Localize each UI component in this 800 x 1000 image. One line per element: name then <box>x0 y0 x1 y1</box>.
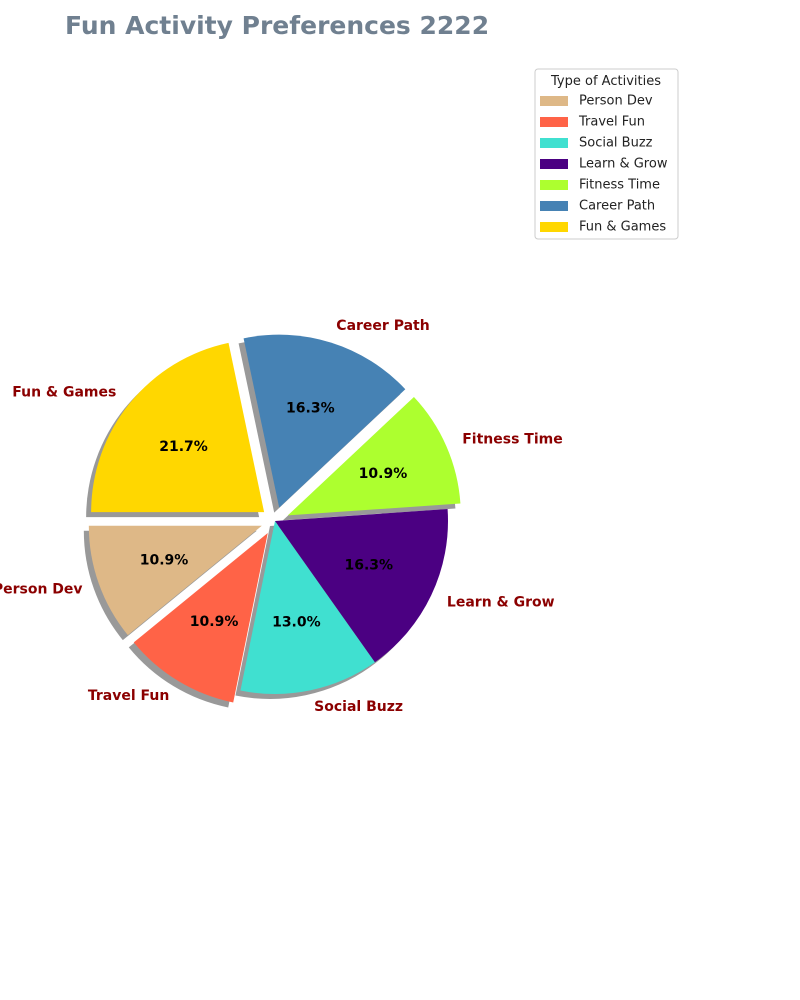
slice-label-travel-fun: Travel Fun <box>88 688 169 704</box>
legend-swatch-person-dev <box>540 96 568 106</box>
legend-label-fitness-time: Fitness Time <box>579 178 660 193</box>
legend-label-fun-and-games: Fun & Games <box>579 220 666 235</box>
slice-label-fitness-time: Fitness Time <box>462 431 563 447</box>
chart-title: Fun Activity Preferences 2222 <box>65 11 489 40</box>
legend-swatch-social-buzz <box>540 138 568 148</box>
legend-frame <box>534 68 679 240</box>
legend-title: Type of Activities <box>550 74 661 89</box>
percent-label-learn-and-grow: 16.3% <box>344 557 393 573</box>
percent-label-travel-fun: 10.9% <box>190 614 239 630</box>
pie-slice-social-buzz <box>240 521 375 694</box>
legend-swatch-fun-and-games <box>540 222 568 232</box>
pie-slice-travel-fun <box>133 532 268 703</box>
percent-label-fun-and-games: 21.7% <box>159 439 208 455</box>
percent-label-social-buzz: 13.0% <box>272 615 321 631</box>
legend-label-social-buzz: Social Buzz <box>579 136 653 151</box>
percent-label-person-dev: 10.9% <box>140 553 189 569</box>
pie-slice-learn-and-grow <box>275 509 449 663</box>
legend-label-person-dev: Person Dev <box>579 94 653 109</box>
pie-outer-labels: Person Dev Travel Fun Social Buzz Learn & G… <box>0 318 563 715</box>
legend-swatch-career-path <box>540 201 568 211</box>
slice-label-career-path: Career Path <box>336 318 429 334</box>
slice-label-fun-and-games: Fun & Games <box>12 384 116 400</box>
legend-label-learn-and-grow: Learn & Grow <box>579 157 668 172</box>
pie-slice-career-path <box>243 334 406 508</box>
percent-label-career-path: 16.3% <box>286 401 335 417</box>
legend-swatch-fitness-time <box>540 180 568 190</box>
pie-slice-person-dev <box>88 525 262 636</box>
legend-swatch-learn-and-grow <box>540 159 568 169</box>
pie-slice-fitness-time <box>287 396 461 516</box>
slice-label-person-dev: Person Dev <box>0 582 83 598</box>
pie-slice-fun-and-games <box>91 342 265 513</box>
pie-slices <box>88 334 461 703</box>
slice-label-learn-and-grow: Learn & Grow <box>447 595 555 611</box>
slice-label-social-buzz: Social Buzz <box>314 699 403 715</box>
legend-swatch-travel-fun <box>540 117 568 127</box>
legend-label-travel-fun: Travel Fun <box>578 115 645 130</box>
legend-items: Person Dev Travel Fun Social Buzz Learn & G… <box>540 94 668 235</box>
legend-label-career-path: Career Path <box>579 199 655 214</box>
legend: Type of Activities Person Dev Travel Fun S… <box>534 68 679 240</box>
percent-label-fitness-time: 10.9% <box>359 466 408 482</box>
pie-percent-labels: 10.9% 10.9% 13.0% 16.3% 10.9% 16.3% 21.7% <box>140 401 408 631</box>
